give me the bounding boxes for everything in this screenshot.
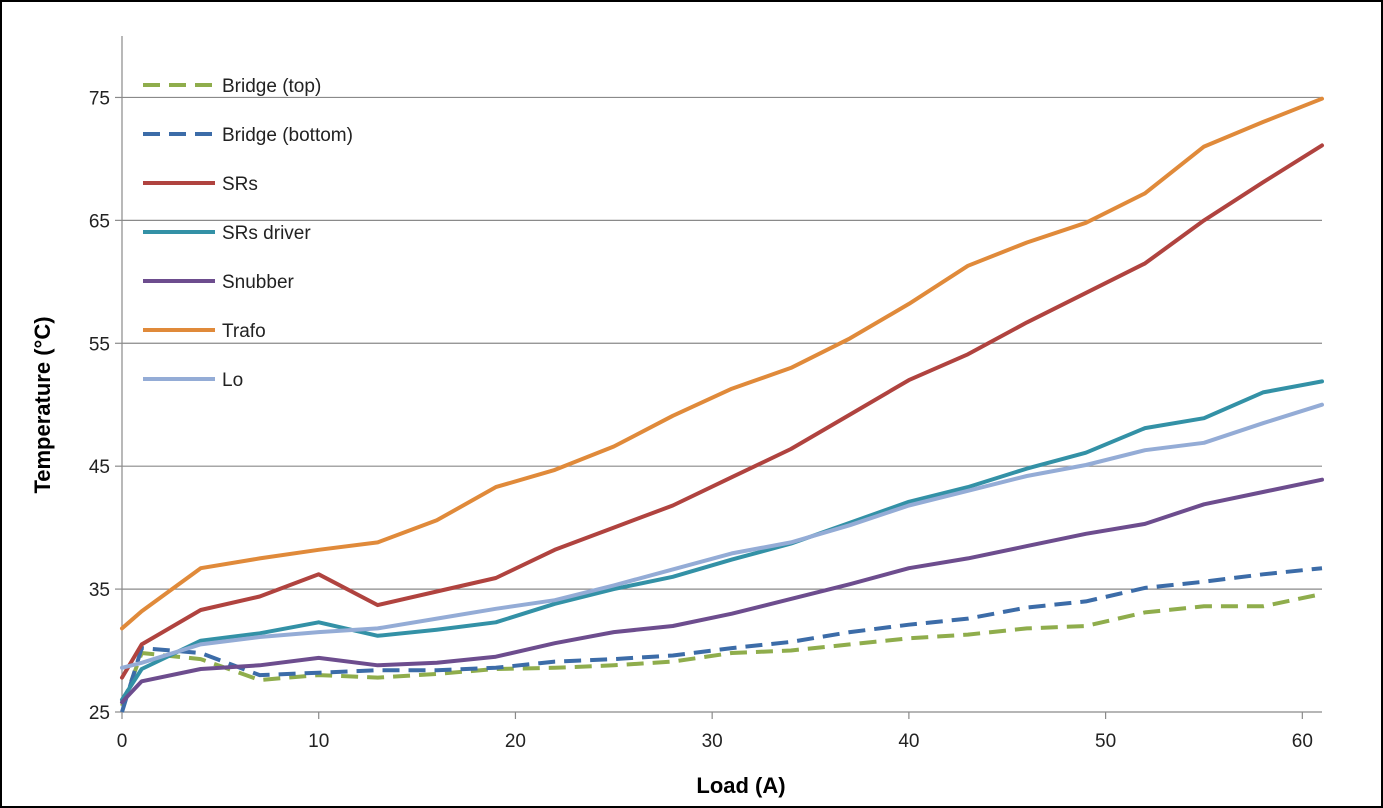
x-tick-label: 20 <box>505 731 526 752</box>
gridlines <box>122 96 1322 590</box>
series-lines <box>120 96 1324 713</box>
x-tick-label: 40 <box>898 731 919 752</box>
series-line-trafo <box>120 96 1324 631</box>
axes: 25 35 45 55 65 75 0 10 20 30 40 50 60 <box>89 36 1322 752</box>
series-line-snubber <box>120 477 1324 705</box>
x-axis-title: Load (A) <box>696 773 785 798</box>
legend-label-srs-driver: SRs driver <box>222 223 311 244</box>
legend-label-bridge-bottom: Bridge (bottom) <box>222 125 353 146</box>
y-axis-title: Temperature (°C) <box>30 316 55 493</box>
legend-label-bridge-top: Bridge (top) <box>222 76 321 97</box>
series-line-srs <box>120 143 1324 680</box>
legend-label-trafo: Trafo <box>222 321 266 342</box>
legend: Bridge (top) Bridge (bottom) SRs SRs driver… <box>143 76 353 391</box>
series-line-lo <box>120 402 1324 670</box>
x-tick-label: 30 <box>702 731 723 752</box>
x-tick-label: 0 <box>117 731 128 752</box>
y-tick-label: 65 <box>89 211 110 232</box>
y-tick-label: 45 <box>89 457 110 478</box>
x-tick-label: 50 <box>1095 731 1116 752</box>
legend-label-snubber: Snubber <box>222 272 295 293</box>
x-tick-label: 60 <box>1292 731 1313 752</box>
series-line-srs-driver <box>120 379 1324 702</box>
legend-label-lo: Lo <box>222 370 243 391</box>
y-tick-label: 75 <box>89 88 110 109</box>
y-tick-label: 55 <box>89 334 110 355</box>
y-tick-label: 25 <box>89 703 110 724</box>
series-line-bridge-bottom <box>120 566 1323 713</box>
x-tick-label: 10 <box>308 731 329 752</box>
legend-label-srs: SRs <box>222 174 258 195</box>
y-tick-label: 35 <box>89 580 110 601</box>
